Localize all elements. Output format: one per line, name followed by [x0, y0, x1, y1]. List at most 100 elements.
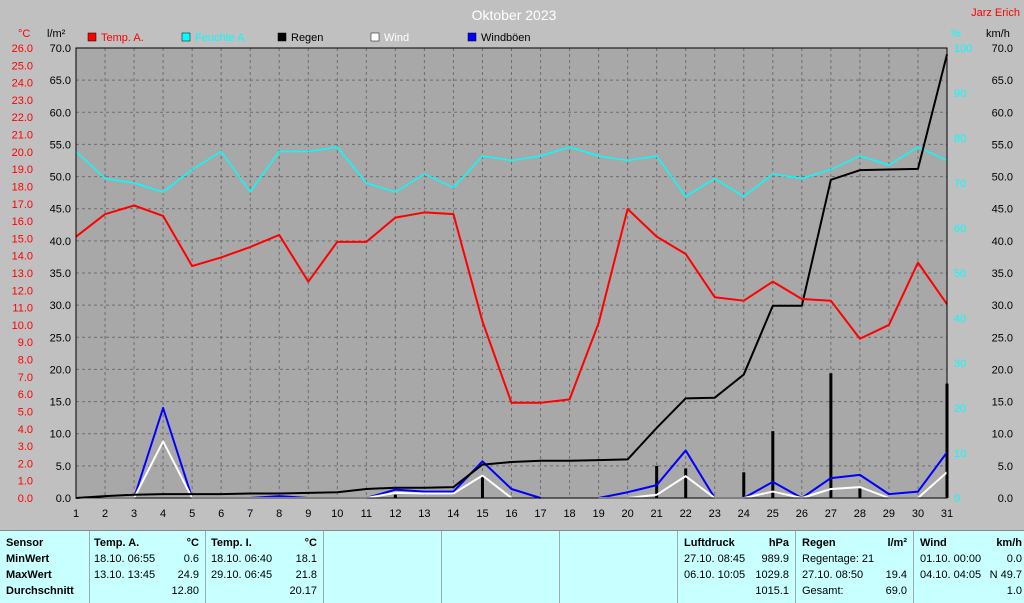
data-marks [75, 54, 949, 499]
col-wind: Wind km/h 01.10. 00:00 0.0 04.10. 04:05 … [913, 531, 1024, 603]
temp-tick-label: 21.0 [12, 130, 33, 142]
wind-min-time: 01.10. 00:00 [920, 553, 982, 565]
temp-tick-label: 17.0 [12, 199, 33, 211]
day-tick-label: 10 [331, 508, 343, 520]
humidity-tick-label: 50 [954, 268, 966, 280]
day-tick-label: 1 [73, 508, 79, 520]
temp-tick-label: 13.0 [12, 268, 33, 280]
luft-unit: hPa [768, 537, 789, 549]
plot-frame [75, 47, 948, 499]
wind-min-value: 0.0 [1006, 553, 1022, 565]
day-tick-label: 11 [361, 508, 372, 520]
chart-title: Oktober 2023 [472, 7, 557, 23]
wind-tick-label: 70.0 [992, 43, 1013, 55]
legend-swatch [181, 32, 191, 42]
wind-max-value: N 49.7 [989, 569, 1022, 581]
wind-tick-label: 25.0 [992, 332, 1013, 344]
col-sensor: Sensor MinWert MaxWert Durchschnitt [0, 531, 90, 603]
rain-tick-label: 10.0 [50, 429, 71, 441]
temp-i-unit: °C [304, 537, 317, 549]
wind-tick-label: 45.0 [992, 204, 1013, 216]
series-line-temperature [75, 204, 948, 404]
temp-a-avg: 12.80 [171, 585, 199, 597]
series-line-windboeen [598, 449, 948, 499]
legend-swatch [87, 32, 97, 42]
humidity-tick-label: 20 [954, 403, 966, 415]
series-line-humidity [75, 146, 948, 198]
statistics-table: Sensor MinWert MaxWert Durchschnitt Temp… [0, 530, 1024, 603]
rain-tick-label: 5.0 [56, 461, 71, 473]
day-tick-label: 7 [247, 508, 253, 520]
humidity-tick-label: 0 [954, 493, 960, 505]
legend-label: Temp. A. [101, 32, 144, 44]
temp-tick-label: 10.0 [12, 320, 33, 332]
rain-daily-bar [684, 468, 688, 498]
col-empty-3 [559, 531, 678, 603]
wind-tick-label: 35.0 [992, 268, 1013, 280]
col-empty-2 [441, 531, 560, 603]
day-tick-label: 15 [476, 508, 488, 520]
humidity-tick-label: 100 [954, 43, 972, 55]
temp-i-max-time: 29.10. 06:45 [211, 569, 273, 581]
day-tick-label: 31 [941, 508, 953, 520]
temp-tick-label: 0.0 [18, 493, 33, 505]
rain-daily-bar [393, 494, 397, 498]
humidity-tick-label: 80 [954, 133, 966, 145]
rain-daily-bar [742, 472, 746, 498]
axis-labels: 26.025.024.023.022.021.020.019.018.017.0… [12, 43, 1013, 520]
legend-label: Wind [384, 32, 409, 44]
stat-row-avg: Durchschnitt [6, 585, 74, 597]
temp-tick-label: 3.0 [18, 441, 33, 453]
rain-tick-label: 0.0 [56, 493, 71, 505]
temp-tick-label: 8.0 [18, 355, 33, 367]
wind-tick-label: 5.0 [998, 461, 1013, 473]
author-label: Jarz Erich [971, 7, 1020, 19]
day-tick-label: 18 [563, 508, 575, 520]
humidity-tick-label: 40 [954, 313, 966, 325]
regen-days: Regentage: 21 [802, 553, 875, 565]
day-tick-label: 3 [131, 508, 137, 520]
col-luftdruck: Luftdruck hPa 27.10. 08:45 989.9 06.10. … [677, 531, 796, 603]
rain-daily-bar [829, 373, 833, 498]
temp-tick-label: 11.0 [12, 303, 33, 315]
day-tick-label: 24 [738, 508, 750, 520]
temp-tick-label: 22.0 [12, 112, 33, 124]
temp-tick-label: 12.0 [12, 285, 33, 297]
temp-a-max-time: 13.10. 13:45 [94, 569, 156, 581]
luft-min-value: 989.9 [761, 553, 789, 565]
temp-tick-label: 6.0 [18, 389, 33, 401]
wind-tick-label: 0.0 [998, 493, 1013, 505]
wind-tick-label: 15.0 [992, 397, 1013, 409]
temp-tick-label: 26.0 [12, 43, 33, 55]
day-tick-label: 29 [883, 508, 895, 520]
regen-total-value: 69.0 [885, 585, 907, 597]
rain-tick-label: 50.0 [50, 172, 71, 184]
wind-avg: 1.0 [1006, 585, 1022, 597]
temp-tick-label: 1.0 [18, 476, 33, 488]
temp-tick-label: 18.0 [12, 181, 33, 193]
luft-header: Luftdruck [684, 537, 735, 549]
temp-tick-label: 14.0 [12, 251, 33, 263]
luft-avg: 1015.1 [755, 585, 789, 597]
rain-tick-label: 15.0 [50, 397, 71, 409]
wind-tick-label: 50.0 [992, 172, 1013, 184]
day-tick-label: 12 [389, 508, 401, 520]
rain-tick-label: 30.0 [50, 300, 71, 312]
rain-daily-bar [858, 488, 862, 498]
temp-tick-label: 9.0 [18, 337, 33, 349]
humidity-tick-label: 90 [954, 88, 966, 100]
rain-tick-label: 55.0 [50, 139, 71, 151]
temp-tick-label: 23.0 [12, 95, 33, 107]
legend-label: Windböen [481, 32, 531, 44]
day-tick-label: 23 [709, 508, 721, 520]
day-tick-label: 30 [912, 508, 924, 520]
day-tick-label: 27 [825, 508, 837, 520]
temp-a-min-time: 18.10. 06:55 [94, 553, 156, 565]
stat-row-min: MinWert [6, 553, 50, 565]
day-tick-label: 2 [102, 508, 108, 520]
temp-tick-label: 24.0 [12, 78, 33, 90]
wind-unit: km/h [996, 537, 1022, 549]
temp-tick-label: 7.0 [18, 372, 33, 384]
unit-wind: km/h [986, 28, 1010, 40]
regen-max-time: 27.10. 08:50 [802, 569, 864, 581]
